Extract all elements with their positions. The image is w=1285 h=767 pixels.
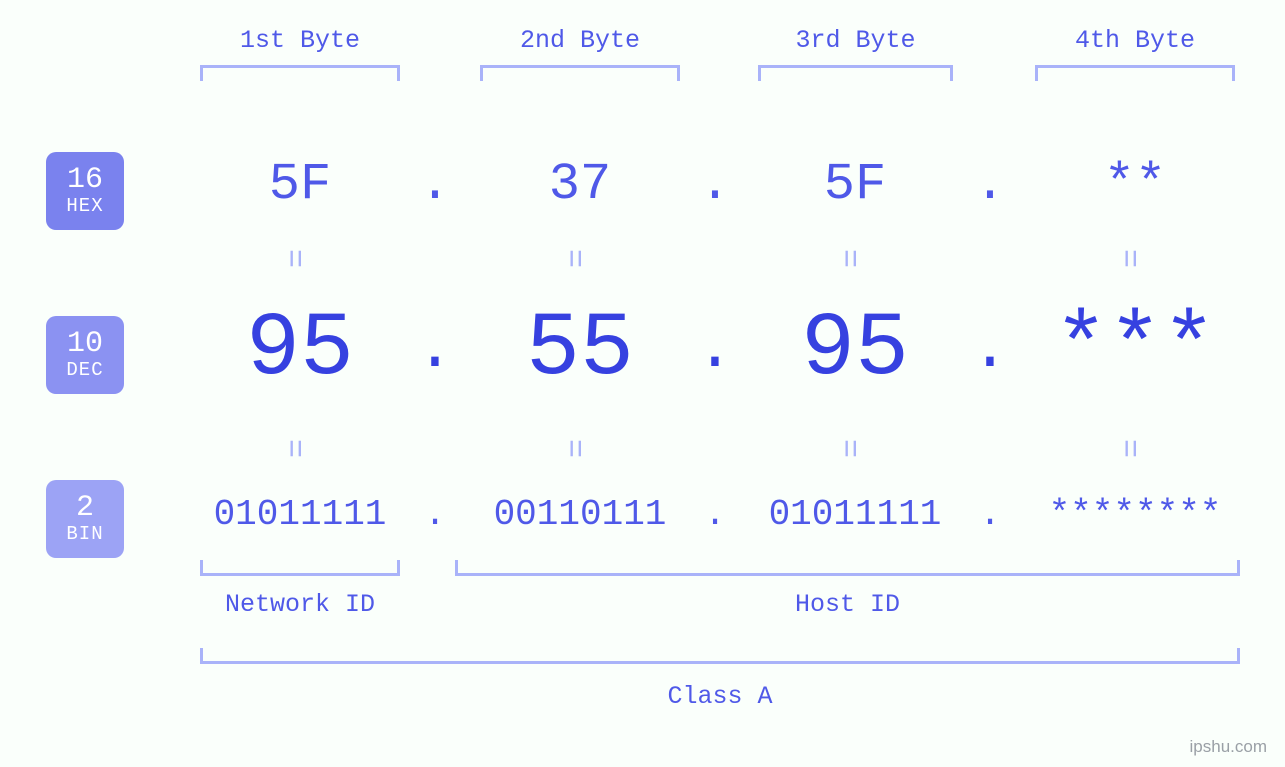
equals-icon: = (1110, 439, 1147, 458)
bin-byte-1: 01011111 (150, 491, 450, 539)
label-class: Class A (200, 682, 1240, 711)
bin-byte-3: 01011111 (705, 491, 1005, 539)
dec-byte-1: 95 (150, 299, 450, 401)
hex-byte-2: 37 (430, 153, 730, 217)
hex-byte-3: 5F (705, 153, 1005, 217)
bracket-class (200, 648, 1240, 664)
equals-row-lower: = = = = (0, 430, 1285, 466)
equals-icon: = (555, 439, 592, 458)
row-dec: 95.55.95.*** (0, 299, 1285, 401)
equals-icon: = (275, 439, 312, 458)
byte-bracket (1035, 65, 1235, 81)
dec-byte-3: 95 (705, 299, 1005, 401)
byte-header-4: 4th Byte (1035, 26, 1235, 81)
hex-byte-1: 5F (150, 153, 450, 217)
hex-byte-4: ** (985, 153, 1285, 217)
equals-icon: = (830, 249, 867, 268)
label-network-id: Network ID (200, 590, 400, 619)
bin-byte-2: 00110111 (430, 491, 730, 539)
bracket-host-id (455, 560, 1240, 576)
equals-icon: = (830, 439, 867, 458)
byte-label: 2nd Byte (520, 26, 640, 55)
bracket-network-id (200, 560, 400, 576)
dec-byte-2: 55 (430, 299, 730, 401)
equals-row-upper: = = = = (0, 240, 1285, 276)
bin-byte-4: ******** (985, 491, 1285, 539)
row-bin: 01011111.00110111.01011111.******** (0, 491, 1285, 539)
byte-label: 3rd Byte (795, 26, 915, 55)
byte-header-1: 1st Byte (200, 26, 400, 81)
byte-label: 1st Byte (240, 26, 360, 55)
byte-header-3: 3rd Byte (758, 26, 953, 81)
equals-icon: = (555, 249, 592, 268)
byte-bracket (200, 65, 400, 81)
byte-bracket (480, 65, 680, 81)
byte-bracket (758, 65, 953, 81)
label-host-id: Host ID (455, 590, 1240, 619)
byte-header-2: 2nd Byte (480, 26, 680, 81)
equals-icon: = (1110, 249, 1147, 268)
row-hex: 5F.37.5F.** (0, 153, 1285, 217)
byte-label: 4th Byte (1075, 26, 1195, 55)
dec-byte-4: *** (985, 299, 1285, 401)
equals-icon: = (275, 249, 312, 268)
watermark: ipshu.com (1190, 737, 1267, 757)
